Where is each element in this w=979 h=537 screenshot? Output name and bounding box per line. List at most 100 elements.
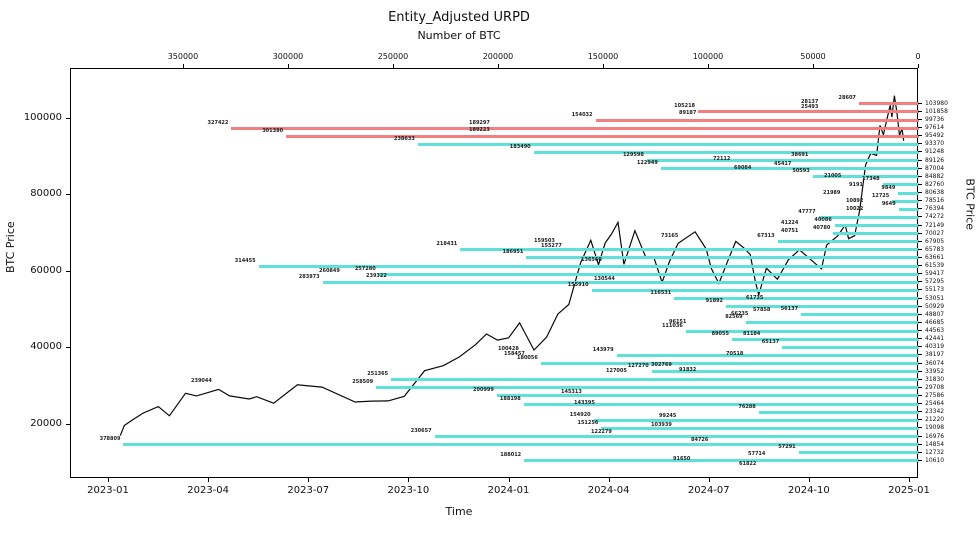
bar-value-label: 154920 xyxy=(569,411,591,418)
urpd-bar xyxy=(595,118,919,122)
bottom-axis-tick-label: 2023-10 xyxy=(387,485,430,496)
bar-value-label: 238633 xyxy=(393,135,415,142)
urpd-bar xyxy=(798,451,919,455)
right-axis-tick xyxy=(918,208,922,210)
bar-value-label-extra: 145313 xyxy=(561,389,582,395)
bar-value-label-extra: 158457 xyxy=(504,351,525,357)
urpd-bar xyxy=(496,394,919,398)
bar-value-label-extra: 10892 xyxy=(846,198,864,204)
right-axis-tick xyxy=(918,338,922,340)
left-axis-tick-label: 40000 xyxy=(30,341,62,353)
left-axis-tick-label: 20000 xyxy=(30,417,62,429)
right-axis-tick xyxy=(918,443,922,445)
right-axis-tick xyxy=(918,427,922,429)
top-axis-tick-label: 0 xyxy=(915,52,921,61)
bar-value-label-extra: 69084 xyxy=(734,165,752,171)
bar-value-label-extra: 159503 xyxy=(534,238,555,244)
bar-value-label: 82569 xyxy=(725,314,743,321)
top-axis-tick xyxy=(707,64,709,68)
right-axis-tick-label: 38197 xyxy=(925,351,945,359)
urpd-bar xyxy=(818,215,919,219)
right-axis-tick-label: 44563 xyxy=(925,327,945,335)
right-axis-tick-label: 78516 xyxy=(925,197,945,205)
right-axis-tick xyxy=(918,370,922,372)
urpd-bar xyxy=(460,248,919,252)
bar-value-label-extra: 81184 xyxy=(743,331,761,337)
right-axis-tick-label: 36074 xyxy=(925,359,945,367)
right-axis-tick xyxy=(918,167,922,169)
bar-value-label-extra: 21005 xyxy=(824,173,842,179)
right-axis-tick-label: 84882 xyxy=(925,172,945,180)
bar-value-label-extra: 136560 xyxy=(581,257,602,263)
bar-value-label: 40086 xyxy=(814,217,832,224)
right-axis-tick-label: 21220 xyxy=(925,416,945,424)
right-axis-tick xyxy=(918,459,922,461)
bar-value-label-extra: 84726 xyxy=(691,437,709,443)
right-axis-tick-label: 80638 xyxy=(925,189,945,197)
right-axis-tick xyxy=(918,216,922,218)
right-axis-tick xyxy=(918,224,922,226)
bar-value-label: 9849 xyxy=(881,184,896,191)
right-axis-tick-label: 29708 xyxy=(925,383,945,391)
right-axis-tick-label: 89126 xyxy=(925,156,945,164)
urpd-bar xyxy=(533,150,919,154)
right-axis-tick-label: 27586 xyxy=(925,391,945,399)
bar-value-label: 155910 xyxy=(567,281,589,288)
bar-value-label: 122949 xyxy=(636,160,658,167)
urpd-bar xyxy=(726,305,919,309)
right-axis-tick xyxy=(918,411,922,413)
urpd-bar xyxy=(731,337,919,341)
urpd-bar xyxy=(651,370,919,374)
urpd-bar xyxy=(524,459,919,463)
bar-value-label-extra: 45417 xyxy=(774,161,792,167)
urpd-bar xyxy=(685,329,919,333)
right-axis-tick xyxy=(918,305,922,307)
bar-value-label: 200999 xyxy=(473,387,494,394)
top-axis-tick-label: 300000 xyxy=(272,52,304,61)
right-axis-tick-label: 50929 xyxy=(925,302,945,310)
right-axis-tick xyxy=(918,362,922,364)
urpd-bar xyxy=(898,207,919,211)
urpd-bar xyxy=(258,264,919,268)
bar-value-label: 186951 xyxy=(502,249,524,256)
bar-value-label-extra: 122279 xyxy=(591,429,612,435)
bar-value-label-extra: 100428 xyxy=(498,346,519,352)
urpd-bar xyxy=(231,126,919,130)
right-axis-tick-label: 65783 xyxy=(925,245,945,253)
bar-value-label-extra: 89187 xyxy=(679,110,697,116)
bar-value-label: 28607 xyxy=(838,95,856,102)
right-axis-tick-label: 31830 xyxy=(925,375,945,383)
right-axis-tick-label: 72149 xyxy=(925,221,945,229)
btc-price-line-path xyxy=(119,95,905,436)
bar-value-label-extra: 57714 xyxy=(748,451,766,457)
right-axis-tick xyxy=(918,151,922,153)
urpd-bar xyxy=(758,410,919,414)
bottom-axis-tick-label: 2023-04 xyxy=(187,485,230,496)
urpd-bar xyxy=(591,288,919,292)
top-axis-tick-label: 150000 xyxy=(587,52,619,61)
bar-value-label: 17348 xyxy=(862,176,880,183)
bottom-axis-tick xyxy=(808,478,810,482)
right-axis-tick-label: 33952 xyxy=(925,367,945,375)
bottom-axis-tick-label: 2024-10 xyxy=(787,485,830,496)
right-axis-tick-label: 87004 xyxy=(925,164,945,172)
top-axis-tick xyxy=(602,64,604,68)
urpd-bar xyxy=(801,313,919,317)
bar-value-label-extra: 96151 xyxy=(669,319,687,325)
right-axis-tick-label: 14854 xyxy=(925,440,945,448)
urpd-bar xyxy=(616,353,919,357)
bar-value-label: 91892 xyxy=(705,298,724,305)
right-axis-tick xyxy=(918,159,922,161)
urpd-bar xyxy=(858,102,919,106)
bottom-axis-tick xyxy=(508,478,510,482)
bar-value-label-extra: 260849 xyxy=(319,268,340,274)
bar-value-label-extra: 302769 xyxy=(651,362,672,368)
bar-value-label: 378809 xyxy=(99,436,121,443)
bar-value-label-extra: 127005 xyxy=(606,368,627,374)
urpd-bar xyxy=(833,232,919,236)
top-axis-tick xyxy=(918,64,919,68)
right-axis-tick-label: 97614 xyxy=(925,124,945,132)
urpd-bar xyxy=(540,362,919,366)
right-axis-tick xyxy=(918,451,922,453)
right-axis-tick-label: 57295 xyxy=(925,278,945,286)
